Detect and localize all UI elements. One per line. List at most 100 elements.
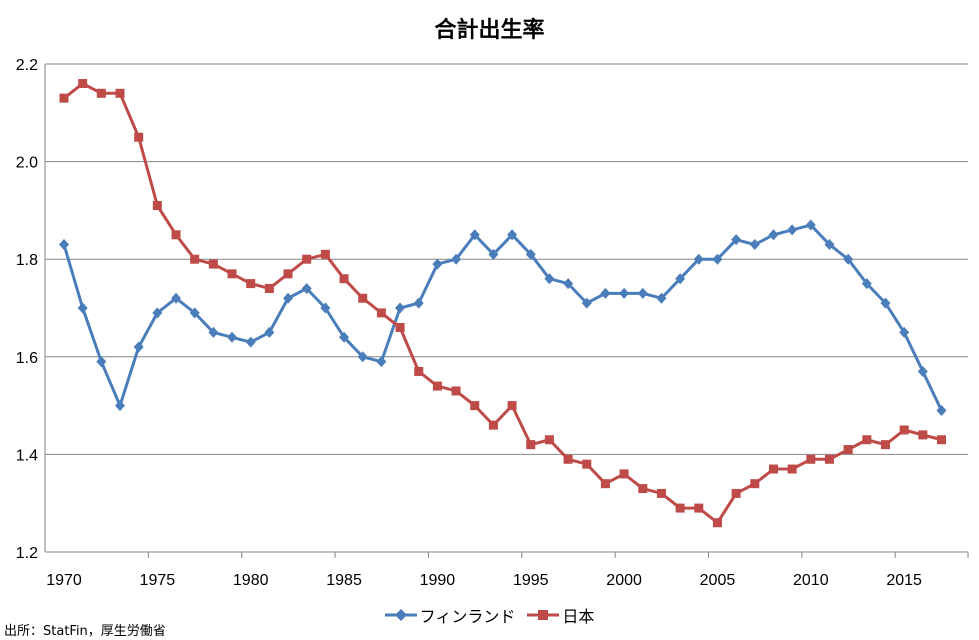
- data-point: [787, 464, 797, 474]
- data-point: [451, 253, 462, 265]
- chart-title: 合計出生率: [434, 18, 545, 43]
- data-point: [525, 248, 536, 260]
- data-point: [937, 435, 946, 445]
- data-point: [880, 297, 891, 309]
- data-point: [283, 292, 294, 304]
- data-point: [768, 464, 778, 474]
- series: [59, 79, 947, 528]
- data-point: [637, 287, 648, 299]
- data-point: [301, 282, 312, 294]
- data-point: [470, 401, 480, 411]
- data-point: [600, 479, 610, 489]
- data-point: [339, 331, 350, 343]
- y-tick-label: 1.6: [16, 350, 38, 367]
- y-tick-label: 1.2: [16, 545, 38, 562]
- data-point: [731, 234, 742, 246]
- x-tick-label: 1975: [140, 572, 176, 589]
- data-point: [395, 302, 406, 314]
- data-point: [861, 278, 872, 290]
- data-point: [656, 488, 666, 498]
- data-point: [563, 454, 573, 464]
- data-point: [600, 287, 611, 299]
- x-tick-label: 1985: [326, 572, 362, 589]
- data-point: [320, 302, 331, 314]
- data-point: [96, 88, 106, 98]
- data-point: [451, 386, 461, 396]
- data-point: [77, 302, 88, 314]
- y-tick-label: 1.8: [16, 252, 38, 269]
- series-1: [59, 219, 947, 416]
- data-point: [731, 488, 741, 498]
- data-point: [768, 229, 779, 241]
- data-point: [152, 201, 162, 211]
- data-point: [619, 469, 629, 479]
- data-point: [133, 341, 144, 353]
- data-point: [936, 404, 947, 416]
- data-point: [805, 219, 816, 231]
- data-point: [675, 503, 685, 513]
- data-point: [59, 239, 69, 251]
- data-point: [320, 249, 330, 259]
- data-point: [843, 445, 853, 455]
- data-point: [376, 356, 387, 368]
- data-point: [134, 132, 144, 142]
- data-point: [246, 279, 256, 289]
- data-point: [749, 239, 760, 251]
- x-tick-label: 2005: [700, 572, 736, 589]
- legend-label: 日本: [562, 607, 595, 626]
- data-point: [190, 254, 200, 264]
- source-note: 出所：StatFin，厚生労働省: [4, 624, 166, 639]
- data-point: [824, 454, 834, 464]
- data-point: [693, 253, 704, 265]
- data-point: [880, 440, 890, 450]
- legend: フィンランド 日本: [0, 603, 979, 627]
- x-tick-label: 1990: [420, 572, 456, 589]
- data-point: [414, 366, 424, 376]
- data-point: [862, 435, 872, 445]
- data-point: [544, 273, 555, 285]
- y-tick-label: 2.2: [16, 57, 38, 74]
- data-point: [413, 297, 424, 309]
- data-point: [787, 224, 798, 236]
- data-point: [152, 307, 163, 319]
- data-point: [806, 454, 816, 464]
- data-point: [283, 269, 293, 279]
- data-point: [544, 435, 554, 445]
- y-tick-label: 2.0: [16, 155, 38, 172]
- x-tick-label: 2000: [606, 572, 642, 589]
- data-point: [189, 307, 200, 319]
- data-point: [917, 365, 928, 377]
- data-point: [675, 273, 686, 285]
- legend-item: 日本: [527, 603, 594, 627]
- data-point: [619, 287, 630, 299]
- x-tick-label: 1995: [513, 572, 549, 589]
- data-point: [824, 239, 835, 251]
- data-point: [264, 283, 274, 293]
- axes: 1.2 1.4 1.6 1.8 2.0 2.2 1970 1975 1980 1985 1990 19…: [16, 57, 969, 589]
- legend-label: フィンランド: [419, 607, 516, 626]
- data-point: [507, 401, 517, 411]
- data-point: [750, 479, 760, 489]
- y-tick-label: 1.4: [16, 447, 38, 464]
- square-marker-icon: [527, 610, 560, 620]
- data-point: [395, 323, 405, 333]
- data-point: [302, 254, 312, 264]
- data-point: [432, 258, 443, 270]
- data-point: [376, 308, 386, 318]
- data-point: [115, 400, 126, 412]
- data-point: [656, 292, 667, 304]
- gridlines: [45, 63, 968, 455]
- diamond-marker-icon: [384, 609, 417, 621]
- data-point: [694, 503, 704, 513]
- data-point: [208, 259, 218, 269]
- data-point: [899, 326, 910, 338]
- data-point: [245, 336, 256, 348]
- data-point: [96, 356, 107, 368]
- data-point: [507, 229, 518, 241]
- data-point: [208, 326, 219, 338]
- data-point: [843, 253, 854, 265]
- data-point: [171, 230, 181, 240]
- data-point: [469, 229, 480, 241]
- data-point: [638, 484, 648, 494]
- data-point: [357, 351, 368, 363]
